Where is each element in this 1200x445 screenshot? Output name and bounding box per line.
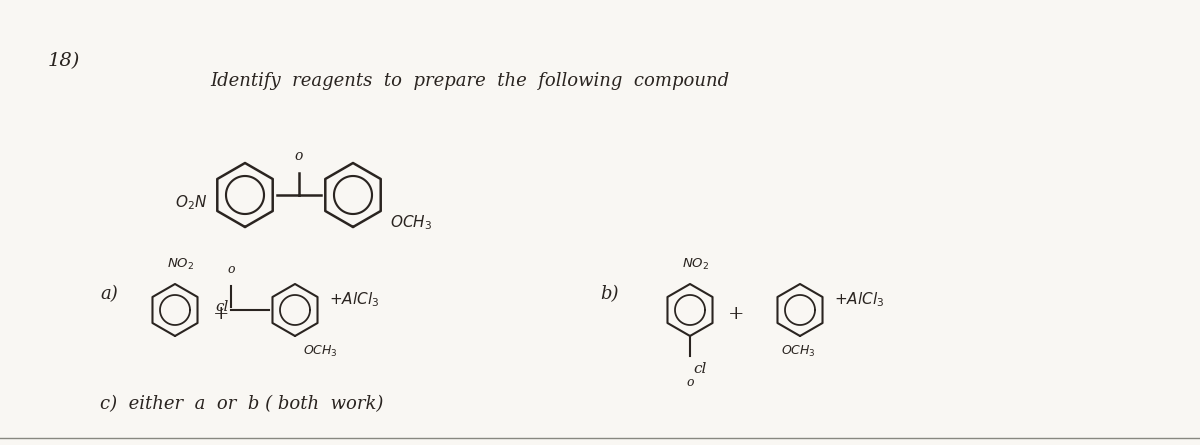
Text: c)  either  a  or  b ( both  work): c) either a or b ( both work) — [100, 395, 383, 413]
Text: o: o — [227, 263, 235, 276]
Text: o: o — [295, 149, 304, 163]
Text: $NO_2$: $NO_2$ — [682, 257, 709, 272]
Text: b): b) — [600, 285, 618, 303]
Text: $+AlCl_3$: $+AlCl_3$ — [329, 291, 379, 309]
Text: cl: cl — [694, 362, 707, 376]
Text: 18): 18) — [48, 52, 80, 70]
Text: +: + — [214, 305, 229, 323]
Text: o: o — [686, 376, 694, 389]
Text: +: + — [728, 305, 744, 323]
Text: a): a) — [100, 285, 118, 303]
Text: cl: cl — [216, 300, 229, 314]
Text: $OCH_3$: $OCH_3$ — [302, 344, 338, 359]
Text: $NO_2$: $NO_2$ — [167, 257, 194, 272]
Text: $+AlCl_3$: $+AlCl_3$ — [834, 291, 884, 309]
Text: Identify  reagents  to  prepare  the  following  compound: Identify reagents to prepare the followi… — [210, 72, 730, 90]
Text: $OCH_3$: $OCH_3$ — [390, 213, 432, 232]
Text: $OCH_3$: $OCH_3$ — [780, 344, 816, 359]
Text: $O_2N$: $O_2N$ — [175, 194, 208, 212]
